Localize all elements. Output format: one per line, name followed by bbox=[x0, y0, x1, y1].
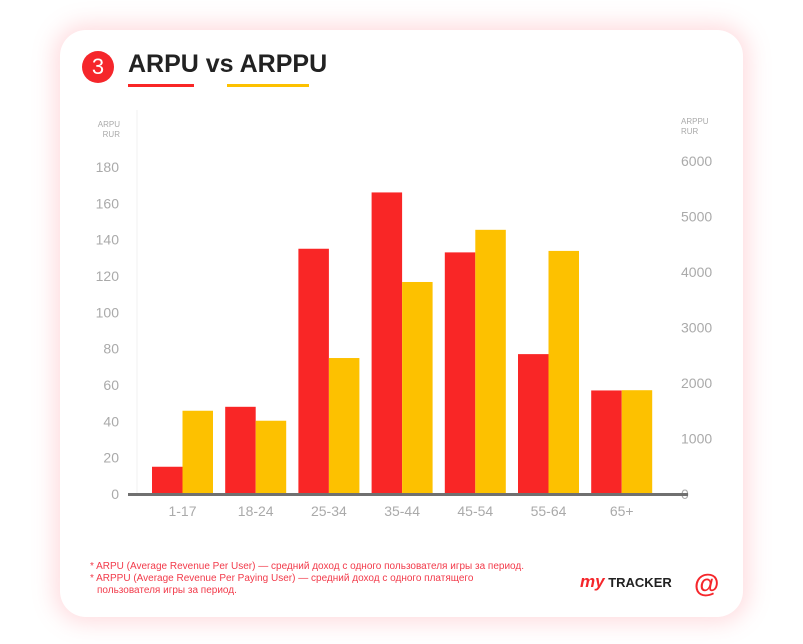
category-label: 1-17 bbox=[168, 503, 196, 519]
arpu-bar bbox=[591, 390, 622, 494]
arppu-bar bbox=[255, 420, 287, 494]
category-label: 45-54 bbox=[457, 503, 493, 519]
arppu-bar bbox=[328, 358, 360, 494]
right-axis-label: ARPPU bbox=[681, 117, 709, 126]
arpu-bar bbox=[444, 252, 476, 494]
left-axis-label: ARPU bbox=[98, 120, 120, 129]
left-tick-label: 100 bbox=[96, 304, 120, 320]
note-arppu: * ARPPU (Average Revenue Per Paying User… bbox=[90, 573, 474, 596]
left-tick-label: 60 bbox=[103, 377, 119, 393]
left-tick-label: 180 bbox=[96, 159, 120, 175]
left-tick-label: 80 bbox=[103, 341, 119, 357]
footnotes: * ARPU (Average Revenue Per User) — сред… bbox=[90, 561, 527, 597]
category-label: 65+ bbox=[610, 503, 634, 519]
right-tick-label: 3000 bbox=[681, 320, 712, 336]
note-arpu: * ARPU (Average Revenue Per User) — сред… bbox=[90, 561, 525, 572]
arppu-underline bbox=[227, 84, 309, 87]
left-tick-label: 160 bbox=[96, 195, 120, 211]
arppu-bar bbox=[182, 410, 213, 494]
left-tick-label: 120 bbox=[96, 268, 120, 284]
right-tick-label: 2000 bbox=[681, 375, 712, 391]
left-tick-label: 20 bbox=[103, 450, 119, 466]
chart-title: ARPU vs ARPPU bbox=[128, 50, 328, 78]
arppu-bar bbox=[475, 229, 506, 494]
category-label: 55-64 bbox=[531, 503, 567, 519]
arppu-bar bbox=[402, 281, 433, 494]
right-axis-label: RUR bbox=[681, 127, 699, 136]
right-tick-label: 1000 bbox=[681, 431, 712, 447]
left-axis-label: RUR bbox=[103, 130, 121, 139]
right-tick-label: 4000 bbox=[681, 264, 712, 280]
right-tick-label: 6000 bbox=[681, 153, 712, 169]
left-tick-label: 140 bbox=[96, 232, 120, 248]
left-tick-label: 0 bbox=[111, 486, 119, 502]
arppu-bar bbox=[621, 390, 653, 494]
arpu-bar bbox=[518, 354, 549, 494]
category-label: 25-34 bbox=[311, 503, 347, 519]
arpu-bar bbox=[298, 248, 329, 494]
right-tick-label: 5000 bbox=[681, 209, 712, 225]
left-tick-label: 40 bbox=[103, 413, 119, 429]
section-number-badge: 3 bbox=[82, 51, 114, 83]
arpu-bar bbox=[152, 466, 183, 494]
category-label: 35-44 bbox=[384, 503, 420, 519]
category-label: 18-24 bbox=[238, 503, 274, 519]
arpu-underline bbox=[128, 84, 194, 87]
mytracker-logo: my TRACKER bbox=[580, 572, 672, 591]
arppu-bar bbox=[548, 250, 579, 494]
mail-at-logo-icon: @ bbox=[694, 568, 720, 598]
arpu-bar bbox=[371, 192, 403, 494]
arpu-bar bbox=[225, 406, 256, 494]
